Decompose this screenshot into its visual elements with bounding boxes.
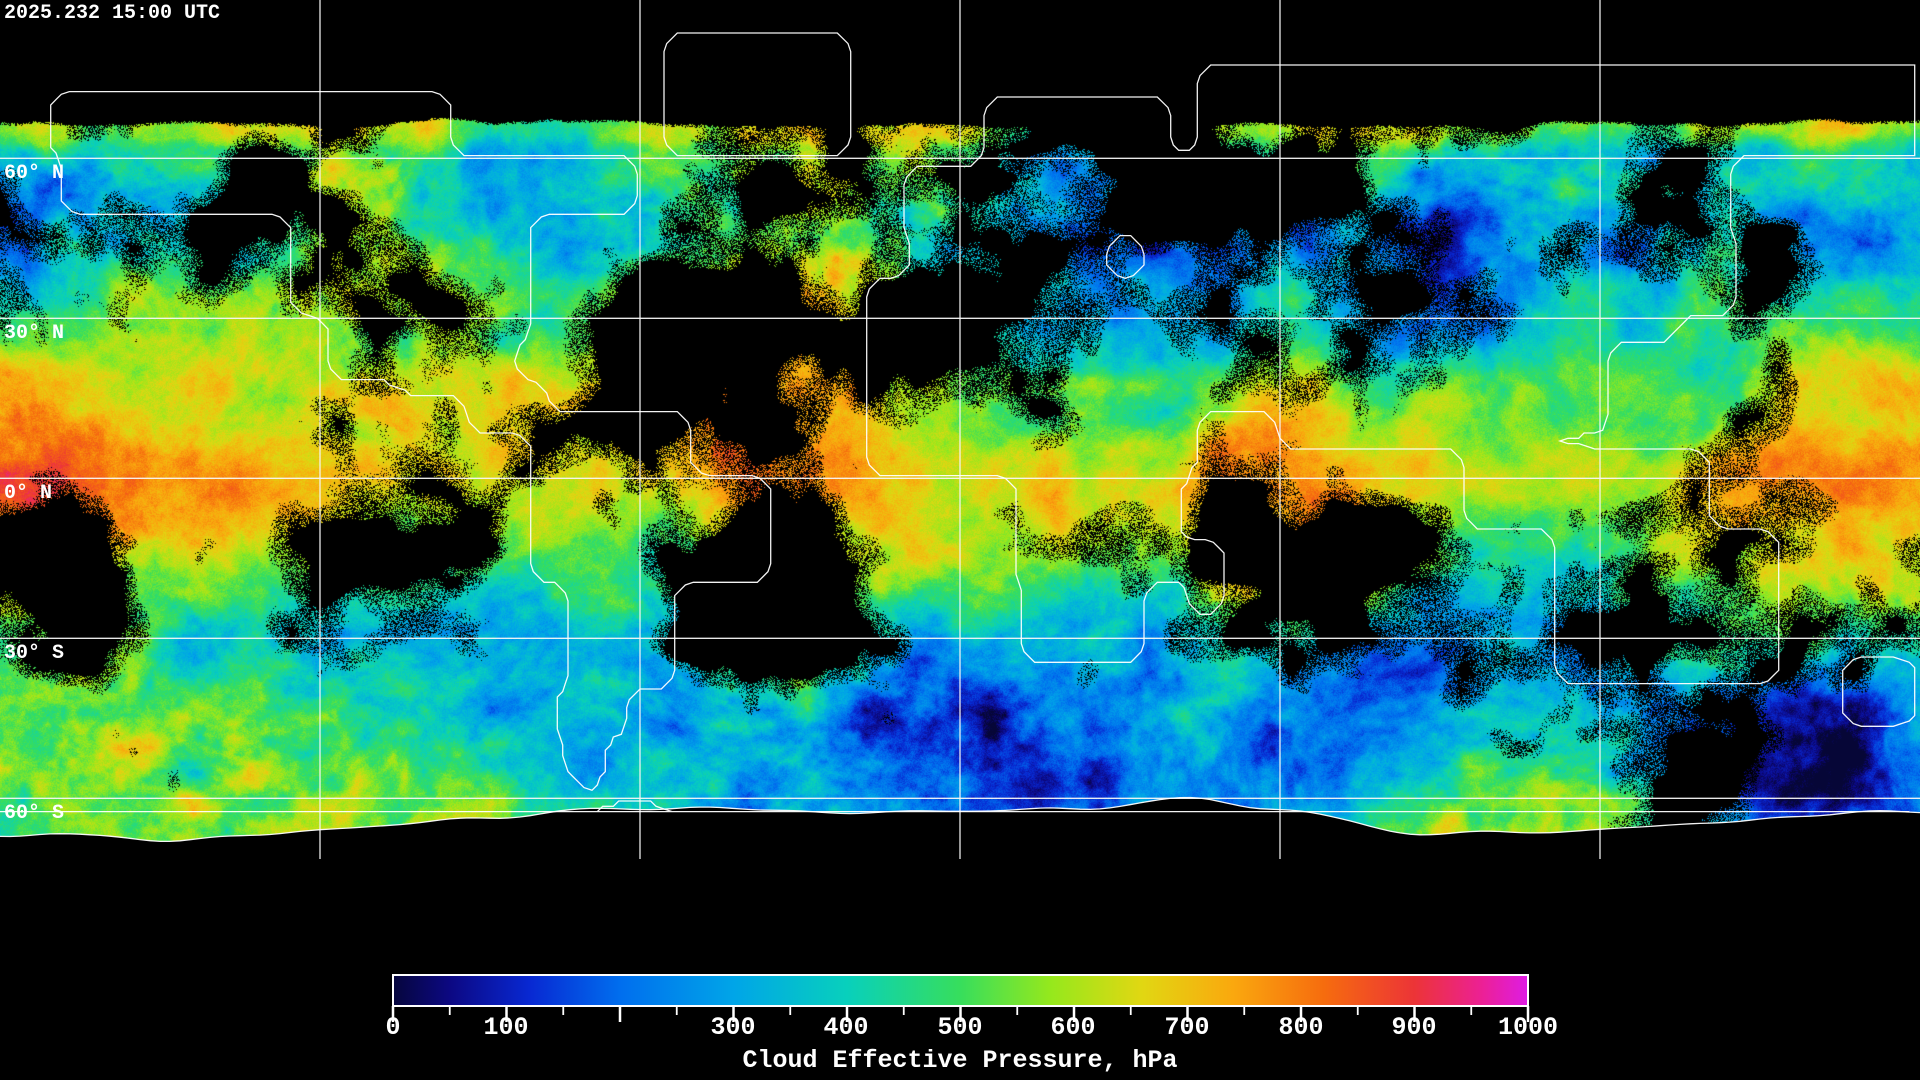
svg-text:700: 700 — [1164, 1013, 1209, 1042]
svg-text:400: 400 — [823, 1013, 868, 1042]
svg-text:500: 500 — [937, 1013, 982, 1042]
svg-text:1000: 1000 — [1498, 1013, 1558, 1042]
svg-text:Cloud Effective Pressure, hPa: Cloud Effective Pressure, hPa — [742, 1046, 1177, 1075]
svg-text:100: 100 — [483, 1013, 528, 1042]
svg-text:0: 0 — [385, 1013, 400, 1042]
svg-text:800: 800 — [1278, 1013, 1323, 1042]
svg-text:600: 600 — [1050, 1013, 1095, 1042]
svg-text:300: 300 — [710, 1013, 755, 1042]
svg-text:900: 900 — [1391, 1013, 1436, 1042]
